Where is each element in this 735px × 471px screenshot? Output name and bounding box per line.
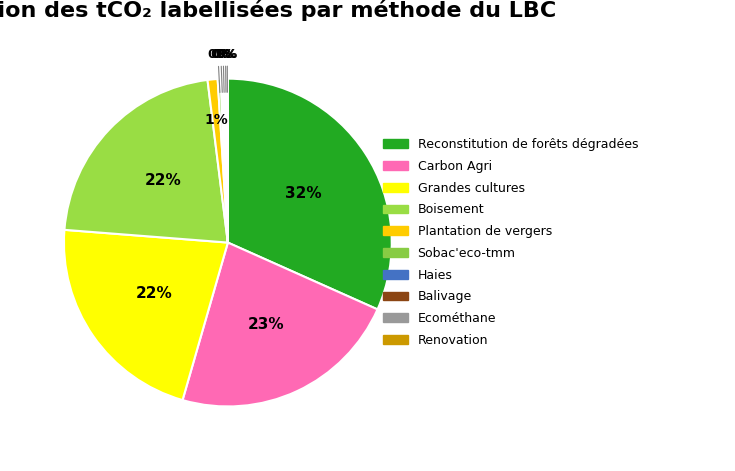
Text: 0%: 0%: [217, 48, 238, 92]
Text: 32%: 32%: [285, 186, 322, 201]
Wedge shape: [207, 79, 228, 243]
Wedge shape: [227, 79, 228, 243]
Wedge shape: [228, 79, 392, 309]
Wedge shape: [225, 79, 228, 243]
Wedge shape: [182, 243, 378, 406]
Text: 23%: 23%: [248, 317, 284, 332]
Wedge shape: [223, 79, 228, 243]
Text: 0%: 0%: [212, 48, 234, 92]
Text: 1%: 1%: [204, 113, 229, 127]
Text: 22%: 22%: [144, 173, 181, 188]
Wedge shape: [220, 79, 228, 243]
Text: 0%: 0%: [210, 48, 232, 92]
Title: Ventilation des tCO₂ labellisées par méthode du LBC: Ventilation des tCO₂ labellisées par mét…: [0, 0, 556, 21]
Text: 22%: 22%: [135, 286, 172, 301]
Wedge shape: [218, 79, 228, 243]
Legend: Reconstitution de forêts dégradées, Carbon Agri, Grandes cultures, Boisement, Pl: Reconstitution de forêts dégradées, Carb…: [378, 133, 643, 352]
Text: 0%: 0%: [215, 48, 236, 92]
Wedge shape: [64, 230, 228, 400]
Wedge shape: [65, 80, 228, 243]
Text: 0%: 0%: [207, 48, 229, 92]
